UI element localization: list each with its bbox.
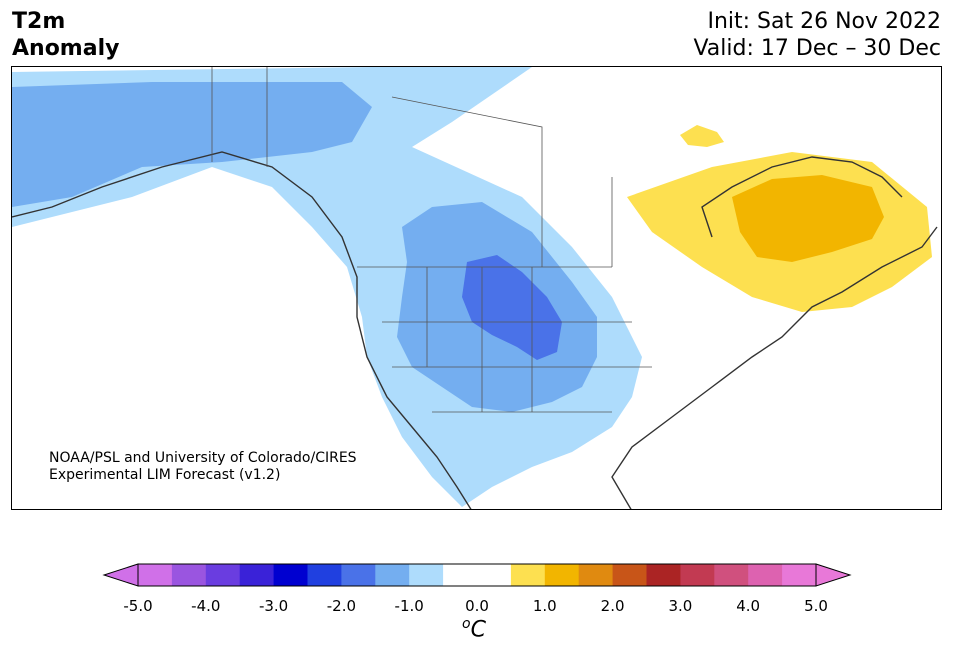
colorbar-extend-high <box>815 563 852 587</box>
title-type: Anomaly <box>12 36 120 61</box>
colorbar-tick-label: 0.0 <box>465 597 489 615</box>
title-variable: T2m <box>12 9 66 34</box>
colorbar-bin <box>171 564 207 586</box>
colorbar-tick-label: -3.0 <box>258 597 289 615</box>
colorbar-tick-label: 3.0 <box>668 597 693 615</box>
colorbar-bin <box>544 564 580 586</box>
warm-anomaly-mid <box>732 175 884 262</box>
colorbar-bin <box>205 564 241 586</box>
colorbar-tick-label: 4.0 <box>736 597 761 615</box>
colorbar-tick-label: 2.0 <box>600 597 625 615</box>
colorbar-bin <box>782 564 817 586</box>
colorbar-unit: oC <box>462 616 486 642</box>
cool-anomaly-mid-north <box>12 82 372 207</box>
colorbar-tick-label: -2.0 <box>326 597 357 615</box>
colorbar-bin <box>239 564 275 586</box>
colorbar-tick-label: 1.0 <box>532 597 557 615</box>
coastline <box>12 151 938 509</box>
map-canvas <box>12 67 938 509</box>
warm-anomaly-light-north <box>680 125 724 147</box>
init-date: Init: Sat 26 Nov 2022 <box>707 9 941 34</box>
colorbar-bin <box>612 564 647 586</box>
cool-anomaly-strong <box>462 255 562 360</box>
colorbar-bin <box>138 564 173 586</box>
colorbar-bin <box>578 564 614 586</box>
colorbar-bin <box>341 564 376 586</box>
map-title: T2m Anomaly <box>12 8 119 62</box>
unit-degree: o <box>462 616 471 632</box>
colorbar-bin <box>307 564 342 586</box>
colorbar-bin <box>646 564 681 586</box>
valid-range: Valid: 17 Dec – 30 Dec <box>693 36 941 61</box>
colorbar-tick-label: 5.0 <box>804 597 828 615</box>
colorbar-bin <box>477 564 512 586</box>
forecast-dates: Init: Sat 26 Nov 2022 Valid: 17 Dec – 30… <box>693 8 941 62</box>
colorbar-bin <box>375 564 410 586</box>
colorbar-tick-label: -1.0 <box>394 597 424 615</box>
anomaly-map <box>11 66 942 510</box>
colorbar-bin <box>409 564 444 586</box>
colorbar-border <box>137 563 817 587</box>
colorbar-bin <box>714 564 749 586</box>
colorbar-tick-label: -5.0 <box>123 597 153 615</box>
state-borders <box>211 67 652 413</box>
colorbar-bin <box>443 564 478 586</box>
colorbar-tick-label: -4.0 <box>191 597 221 615</box>
unit-symbol: C <box>470 617 486 643</box>
credit-text: NOAA/PSL and University of Colorado/CIRE… <box>49 450 357 484</box>
colorbar-bin <box>680 564 715 586</box>
colorbar-extend-low <box>102 563 139 587</box>
colorbar-bin <box>273 564 308 586</box>
credit-line-1: NOAA/PSL and University of Colorado/CIRE… <box>49 450 357 466</box>
colorbar-bin <box>510 564 546 586</box>
colorbar <box>102 563 852 587</box>
credit-line-2: Experimental LIM Forecast (v1.2) <box>49 467 281 483</box>
colorbar-bin <box>748 564 783 586</box>
